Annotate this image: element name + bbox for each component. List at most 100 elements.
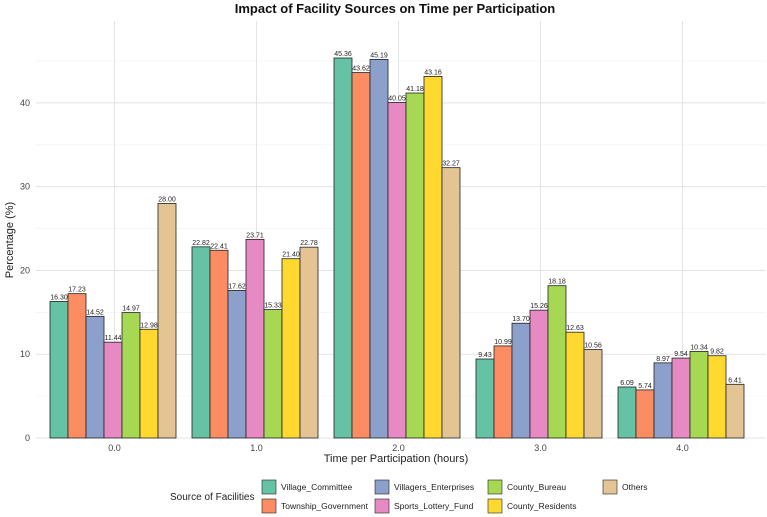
data-label: 10.56 — [584, 343, 602, 350]
x-tick-label: 2.0 — [392, 443, 405, 453]
y-tick-label: 0 — [25, 433, 30, 443]
legend-key-others — [602, 479, 618, 495]
bar-villagers-enterprises-0-0 — [85, 315, 105, 439]
x-tick-label: 1.0 — [250, 443, 263, 453]
data-label: 28.00 — [158, 196, 176, 203]
data-label: 6.09 — [620, 380, 634, 387]
bar-village-committee-1-0 — [191, 246, 211, 439]
data-label: 14.52 — [86, 309, 104, 316]
data-label: 45.36 — [334, 51, 352, 58]
legend-label: Village_Committee — [281, 482, 352, 492]
bar-township-government-3-0 — [493, 345, 513, 439]
bar-village-committee-0-0 — [49, 301, 69, 439]
bar-village-committee-2-0 — [333, 57, 353, 439]
data-label: 8.97 — [656, 356, 670, 363]
bar-villagers-enterprises-4-0 — [653, 362, 673, 439]
bar-sports-lottery-fund-2-0 — [387, 102, 407, 439]
data-label: 15.26 — [530, 303, 548, 310]
bars — [49, 57, 745, 439]
data-label: 32.27 — [442, 161, 460, 168]
bar-village-committee-4-0 — [617, 386, 637, 439]
bar-county-bureau-1-0 — [263, 309, 283, 439]
data-label: 5.74 — [638, 383, 652, 390]
y-tick-label: 10 — [20, 349, 30, 359]
data-label: 13.70 — [512, 316, 530, 323]
data-label: 22.82 — [192, 240, 210, 247]
legend-title: Source of Facilities — [170, 492, 254, 503]
bar-county-residents-0-0 — [139, 328, 159, 439]
legend-label: Township_Government — [281, 501, 369, 511]
bar-county-residents-2-0 — [423, 76, 443, 439]
data-label: 22.41 — [210, 243, 228, 250]
bar-township-government-0-0 — [67, 293, 87, 439]
x-tick-label: 4.0 — [676, 443, 689, 453]
bar-others-0-0 — [157, 203, 177, 439]
bar-villagers-enterprises-1-0 — [227, 289, 247, 439]
bar-county-residents-1-0 — [281, 258, 301, 439]
legend-label: Others — [622, 482, 648, 492]
data-label: 43.16 — [424, 69, 442, 76]
y-tick-label: 40 — [20, 98, 30, 108]
bar-sports-lottery-fund-0-0 — [103, 341, 123, 439]
legend-label: County_Residents — [507, 501, 576, 511]
bar-county-bureau-0-0 — [121, 312, 141, 439]
chart-title: Impact of Facility Sources on Time per P… — [235, 1, 556, 16]
data-label: 6.41 — [728, 377, 742, 384]
x-axis-title: Time per Participation (hours) — [324, 453, 468, 465]
legend-label: County_Bureau — [507, 482, 566, 492]
data-label: 10.99 — [494, 339, 512, 346]
data-label: 9.43 — [478, 352, 492, 359]
data-label: 11.44 — [105, 335, 122, 342]
data-label: 18.18 — [548, 279, 566, 286]
data-label: 9.54 — [674, 351, 688, 358]
data-label: 40.05 — [388, 95, 406, 102]
bar-county-residents-3-0 — [565, 331, 585, 439]
legend-key-village-committee — [261, 479, 277, 495]
y-tick-label: 20 — [20, 265, 30, 275]
legend-key-county-residents — [487, 498, 503, 514]
data-label: 16.30 — [50, 294, 68, 301]
y-tick-label: 30 — [20, 182, 30, 192]
data-label: 45.19 — [370, 52, 388, 59]
data-label: 21.40 — [282, 252, 300, 259]
bar-sports-lottery-fund-1-0 — [245, 238, 265, 439]
bar-township-government-4-0 — [635, 389, 655, 439]
bar-others-2-0 — [441, 167, 461, 439]
x-tick-label: 3.0 — [534, 443, 547, 453]
axes: 0 10 20 30 40 0.0 1.0 2.0 3.0 4.0 — [20, 98, 689, 453]
bar-village-committee-3-0 — [475, 358, 495, 439]
data-label: 23.71 — [246, 232, 264, 239]
data-label: 12.63 — [566, 325, 584, 332]
bar-township-government-2-0 — [351, 72, 371, 439]
bar-others-1-0 — [299, 246, 319, 439]
data-label: 41.18 — [406, 86, 424, 93]
data-label: 22.78 — [300, 240, 318, 247]
legend-key-villagers-enterprises — [374, 479, 390, 495]
data-label: 17.23 — [68, 287, 86, 294]
data-label: 12.98 — [140, 322, 158, 329]
bar-villagers-enterprises-2-0 — [369, 59, 389, 439]
legend-label: Villagers_Enterprises — [394, 482, 474, 492]
bar-county-residents-4-0 — [707, 355, 727, 439]
bar-county-bureau-4-0 — [689, 350, 709, 439]
legend-key-township-government — [261, 498, 277, 514]
bar-county-bureau-2-0 — [405, 92, 425, 439]
x-tick-label: 0.0 — [108, 443, 121, 453]
data-label: 14.97 — [122, 306, 140, 313]
bar-sports-lottery-fund-4-0 — [671, 357, 691, 439]
data-label: 17.62 — [228, 283, 246, 290]
bar-county-bureau-3-0 — [547, 285, 567, 439]
data-label: 15.33 — [264, 303, 282, 310]
bar-township-government-1-0 — [209, 249, 229, 439]
data-label: 10.34 — [690, 344, 708, 351]
legend-label: Sports_Lottery_Fund — [394, 501, 474, 511]
data-label: 43.62 — [352, 66, 370, 73]
data-label: 9.82 — [710, 349, 724, 356]
bar-villagers-enterprises-3-0 — [511, 322, 531, 439]
bar-sports-lottery-fund-3-0 — [529, 309, 549, 439]
legend: Source of Facilities Village_Committee To… — [170, 479, 648, 514]
y-axis-title: Percentage (%) — [4, 202, 16, 278]
legend-key-sports-lottery-fund — [374, 498, 390, 514]
